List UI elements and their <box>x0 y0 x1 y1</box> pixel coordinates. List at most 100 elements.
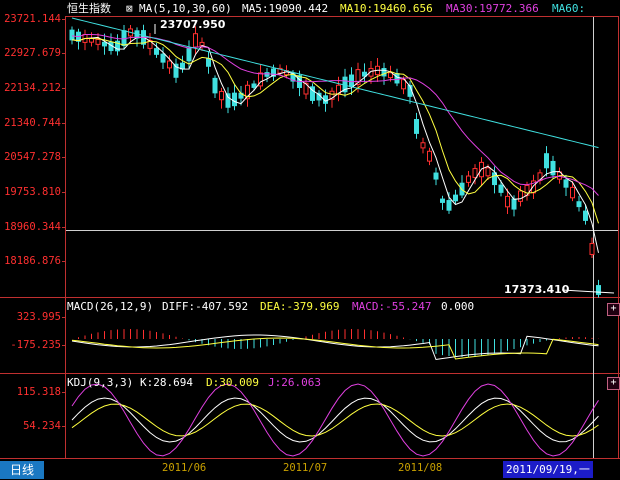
candle-body <box>388 72 393 79</box>
candle-body <box>550 160 556 176</box>
plot-frame <box>65 16 619 459</box>
candle-body <box>472 168 478 178</box>
x-date-label: 2011/08 <box>398 462 443 474</box>
macd-extra: 0.000 <box>441 300 475 313</box>
candle-body <box>518 190 523 202</box>
kdj-params: KDJ(9,3,3) <box>67 376 134 389</box>
candle-body <box>206 58 211 67</box>
ma5-line <box>71 36 599 253</box>
candle-body <box>186 48 192 62</box>
ma10-value: MA10:19460.656 <box>340 2 433 15</box>
candle-body <box>596 285 601 295</box>
y-tick: 115.318 <box>16 386 61 398</box>
candle-body <box>511 198 517 210</box>
kdj-k-line <box>71 397 599 443</box>
candle-body <box>485 167 491 177</box>
ma-icon: ⊠ <box>126 2 133 15</box>
candle-body <box>329 90 335 100</box>
candle-body <box>232 92 237 107</box>
y-tick: -175.235 <box>10 339 61 351</box>
candle-body <box>219 90 224 101</box>
candle-body <box>401 79 406 90</box>
macd-dea-line <box>71 337 599 360</box>
y-tick: 54.234 <box>23 420 61 432</box>
candle-body <box>368 67 374 77</box>
candle-body <box>277 67 283 74</box>
candle-body <box>212 77 218 94</box>
ma5-value: MA5:19090.442 <box>242 2 329 15</box>
kdj-k: K:28.694 <box>140 376 193 389</box>
ma10-line <box>71 38 599 224</box>
y-tick: 18186.876 <box>4 255 61 267</box>
candle-body <box>245 84 250 100</box>
candle-body <box>427 150 432 162</box>
candle-body <box>414 118 419 134</box>
ma-params: MA(5,10,30,60) <box>139 2 232 15</box>
period-tab-daily[interactable]: 日线 <box>0 461 44 479</box>
macd-dea: DEA:-379.969 <box>260 300 340 313</box>
candle-body <box>505 195 510 208</box>
candle-body <box>258 72 263 87</box>
candle-body <box>446 200 452 211</box>
y-tick: 22927.679 <box>4 47 61 59</box>
candle-body <box>264 72 270 77</box>
candle-body <box>154 48 159 55</box>
index-name: 恒生指数 <box>67 2 111 15</box>
candle-body <box>466 175 471 183</box>
candle-body <box>544 153 549 169</box>
ma30-line <box>71 34 599 196</box>
ma60-line <box>71 17 599 149</box>
candle-body <box>225 93 231 108</box>
macd-params: MACD(26,12,9) <box>67 300 154 313</box>
macd-value: MACD:-55.247 <box>352 300 432 313</box>
candle-body <box>563 179 569 188</box>
candle-body <box>173 63 179 78</box>
y-tick: 23721.144 <box>4 13 61 25</box>
candle-body <box>271 68 276 77</box>
candle-body <box>310 86 315 101</box>
candle-body <box>69 29 75 41</box>
macd-diff-line <box>71 334 599 361</box>
ma60-value: MA60: <box>552 2 586 15</box>
kdj-j-line <box>71 383 599 457</box>
candle-body <box>498 184 504 193</box>
x-date-label: 2011/07 <box>283 462 328 474</box>
y-tick: 19753.810 <box>4 186 61 198</box>
low-pointer <box>561 289 615 294</box>
kdj-d-line <box>71 403 599 437</box>
candle-body <box>381 68 387 77</box>
candle-body <box>167 60 172 69</box>
high-price-label: 23707.950 <box>160 18 226 31</box>
candle-body <box>583 210 588 221</box>
y-tick: 21340.744 <box>4 117 61 129</box>
y-tick: 18960.344 <box>4 221 61 233</box>
candle-body <box>440 198 445 203</box>
candle-body <box>349 74 354 87</box>
y-tick: 22134.212 <box>4 82 61 94</box>
cursor-date-label: 2011/09/19,一 <box>503 461 593 478</box>
candle-body <box>102 41 107 47</box>
candle-body <box>394 73 400 84</box>
ma30-value: MA30:19772.366 <box>446 2 539 15</box>
candle-body <box>589 243 595 255</box>
candle-body <box>160 53 166 63</box>
candle-body <box>355 69 361 85</box>
macd-diff: DIFF:-407.592 <box>162 300 249 313</box>
candle-body <box>193 33 198 48</box>
candle-body <box>570 186 575 199</box>
candle-body <box>420 142 426 149</box>
candle-body <box>362 71 367 77</box>
kdj-expand-button[interactable]: + <box>607 377 620 390</box>
x-date-label: 2011/06 <box>162 462 207 474</box>
y-tick: 323.995 <box>16 311 61 323</box>
candle-body <box>95 38 101 45</box>
kdj-d: D:30.009 <box>206 376 259 389</box>
y-tick: 20547.278 <box>4 151 61 163</box>
candle-body <box>433 172 439 180</box>
low-price-label: 17373.410 <box>504 283 570 296</box>
candle-body <box>492 172 497 186</box>
macd-expand-button[interactable]: + <box>607 303 620 316</box>
candle-body <box>576 201 582 208</box>
candle-body <box>251 83 257 88</box>
